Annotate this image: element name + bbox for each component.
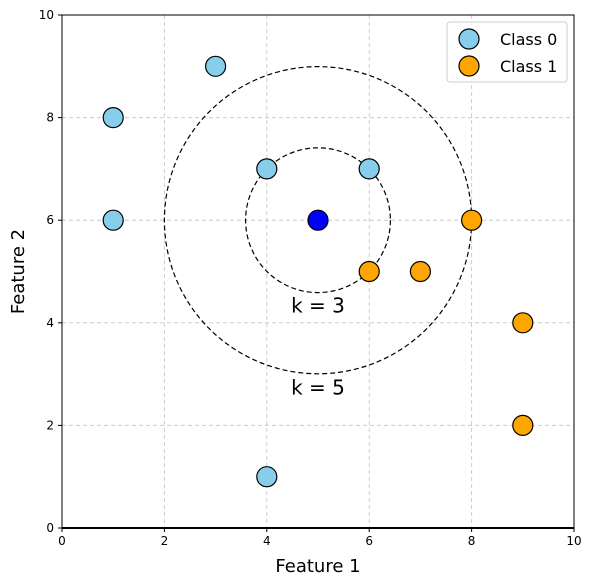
class-0-point — [358, 158, 380, 180]
class-1-point — [512, 312, 534, 334]
x-axis-label: Feature 1 — [275, 556, 360, 577]
data-points — [102, 55, 534, 488]
class-1-point — [358, 260, 380, 283]
y-tick-label: 2 — [46, 418, 54, 432]
k-annotation: k = 5 — [291, 376, 345, 400]
annotations: k = 3 k = 5 — [291, 294, 345, 400]
legend: Class 0 Class 1 — [446, 21, 568, 83]
y-tick-label: 8 — [46, 111, 54, 125]
y-axis-label: Feature 2 — [8, 229, 29, 314]
class-1-point — [409, 260, 431, 283]
x-tick-label: 0 — [58, 534, 66, 548]
class-0-point — [205, 55, 227, 77]
class-0-point — [256, 466, 278, 488]
legend-marker — [458, 28, 480, 50]
y-tick-label: 4 — [46, 316, 54, 330]
legend-label: Class 1 — [500, 57, 557, 76]
query-point — [307, 209, 329, 231]
x-tick-label: 4 — [263, 534, 271, 548]
axis-ticks: 0 2 4 6 8 10 0 2 4 6 8 10 — [39, 8, 582, 548]
class-0-point — [102, 209, 124, 231]
y-tick-label: 10 — [39, 8, 54, 22]
y-tick-label: 6 — [46, 213, 54, 227]
k-annotation: k = 3 — [291, 294, 345, 318]
x-tick-label: 2 — [161, 534, 169, 548]
y-tick-label: 0 — [46, 521, 54, 535]
x-tick-label: 10 — [566, 534, 581, 548]
legend-label: Class 0 — [500, 30, 557, 49]
neighborhood-circle — [245, 147, 391, 294]
x-tick-label: 6 — [365, 534, 373, 548]
class-0-point — [102, 106, 124, 129]
class-0-point — [256, 158, 278, 180]
class-1-point — [512, 414, 534, 436]
x-tick-label: 8 — [468, 534, 476, 548]
class-1-point — [461, 209, 483, 231]
legend-marker — [458, 55, 480, 77]
